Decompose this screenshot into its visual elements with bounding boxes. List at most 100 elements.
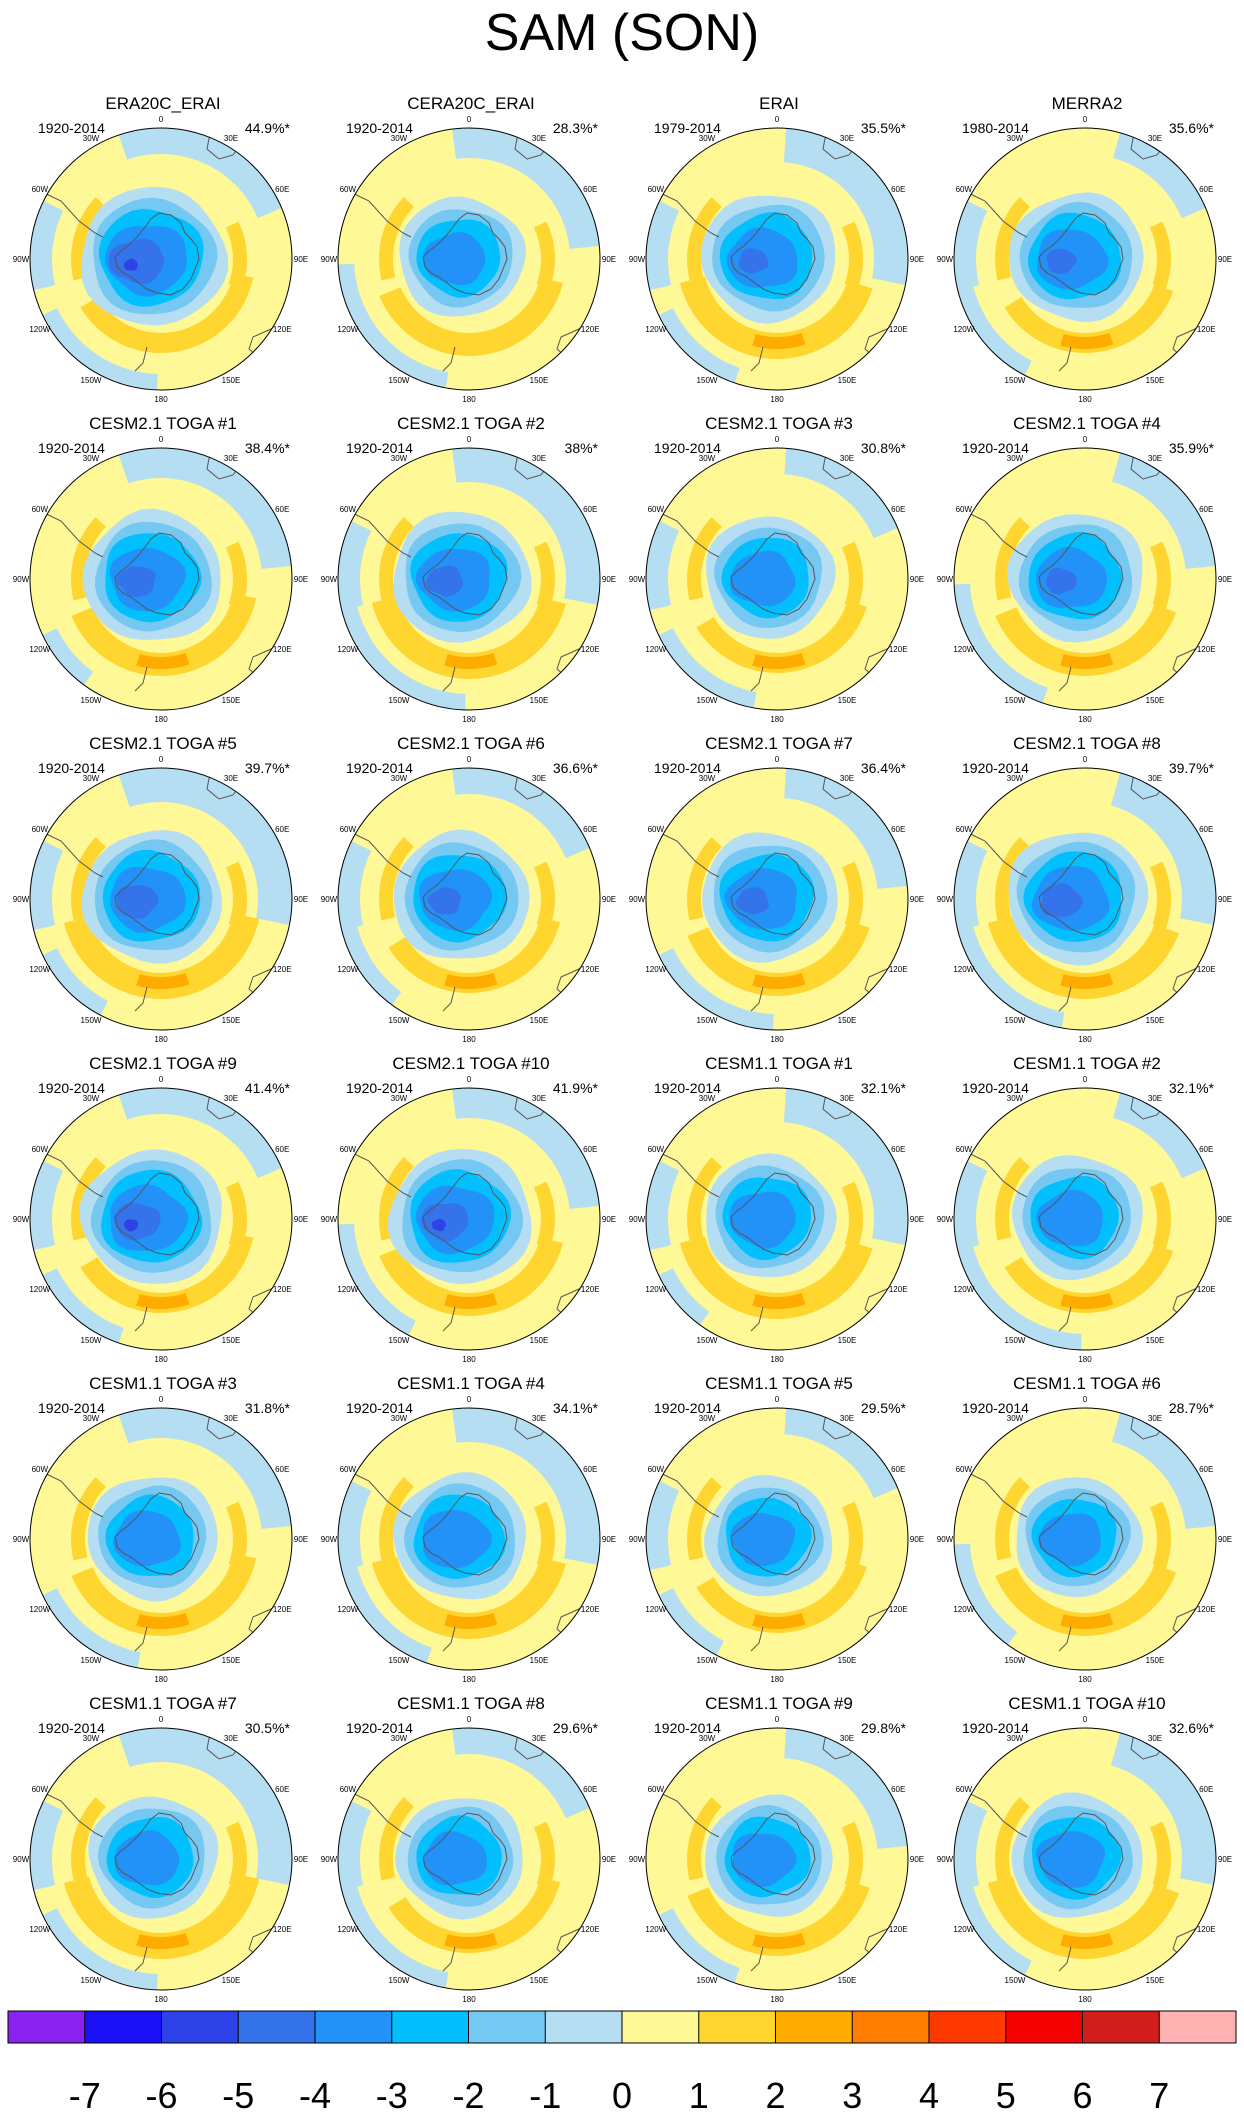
field-contour-pos2 [533,1501,555,1569]
longitude-label: 90E [910,575,924,584]
longitude-label: 30E [840,1414,854,1423]
field-contour-pos2 [995,1157,1030,1241]
field-contour-pos2 [371,1556,566,1639]
south-america-coastline [959,1468,1028,1518]
longitude-label: 0 [467,755,472,764]
longitude-label: 60E [583,185,597,194]
longitude-label: 60E [891,185,905,194]
longitude-label: 150W [389,1336,410,1345]
longitude-label: 30W [391,134,408,143]
longitude-label: 150E [530,376,549,385]
antarctica-coastline [730,1492,816,1576]
field-contour-neg1 [451,128,600,249]
field-contour-pos2 [225,541,247,609]
longitude-label: 0 [159,435,164,444]
field-contour-pos3 [1060,333,1114,349]
longitude-label: 90E [602,255,616,264]
south-america-coastline [343,828,412,878]
map-boundary [29,1727,293,1991]
longitude-label: 150W [81,1016,102,1025]
field-contour-neg1 [654,948,774,1030]
map-panel: CESM1.1 TOGA #6 1920-2014 28.7%* 0 30E 60E 90E… [937,1374,1232,1684]
longitude-label: 30W [699,774,716,783]
map-panel: CESM1.1 TOGA #2 1920-2014 32.1%* 0 30E 60E 90E… [937,1054,1232,1364]
longitude-label: 120E [1197,1605,1216,1614]
panel-explained-variance: 35.6%* [1168,120,1214,136]
field-contour-pos2 [379,277,563,357]
longitude-label: 180 [462,715,476,724]
panel-period: 1920-2014 [38,440,105,456]
longitude-label: 180 [770,1355,784,1364]
new-zealand-coastline [134,1306,148,1332]
field-contour-pos2 [71,593,257,676]
australia-coastline [864,316,908,364]
field-contour-neg1 [38,948,108,1019]
longitude-label: 90E [294,895,308,904]
longitude-label: 30W [699,134,716,143]
new-zealand-coastline [1058,1626,1072,1652]
longitude-label: 120E [889,645,908,654]
field-contour-neg1 [451,768,594,859]
longitude-label: 180 [154,395,168,404]
polar-map: 0 30E 60E 90E 120E 150E 180 150W 120W 90W 60W 30W [629,1715,924,2004]
field-contour-pos2 [1004,1244,1174,1313]
longitude-label: 150E [1146,376,1165,385]
panel-explained-variance: 28.3%* [552,120,598,136]
field-contour-pos2 [841,1501,863,1569]
longitude-label: 30W [699,454,716,463]
panel-title: CESM1.1 TOGA #3 [89,1374,237,1393]
panel-title: CESM2.1 TOGA #4 [1013,414,1161,433]
field-contour-pos2 [533,1821,555,1889]
panel-explained-variance: 29.5%* [860,1400,906,1416]
panel-title: CESM1.1 TOGA #2 [1013,1054,1161,1073]
field-contour-pos2 [1149,861,1171,929]
colorbar-tick-label: -3 [375,2075,408,2116]
longitude-label: 120W [645,1925,666,1934]
field-contour-neg1 [1110,1728,1216,1886]
longitude-label: 60E [275,1145,289,1154]
field-contour-pos3 [444,1933,498,1949]
antarctica-coastline [114,212,200,296]
longitude-label: 30W [1007,1414,1024,1423]
map-boundary [337,1727,601,1991]
longitude-label: 0 [467,1395,472,1404]
antarctica-coastline [114,1172,200,1256]
longitude-label: 150W [81,1656,102,1665]
longitude-label: 30E [532,774,546,783]
longitude-label: 120W [29,325,50,334]
panel-title: CESM2.1 TOGA #8 [1013,734,1161,753]
panel-period: 1920-2014 [654,440,721,456]
longitude-label: 150W [697,696,718,705]
longitude-label: 120W [337,1285,358,1294]
longitude-label: 150E [530,696,549,705]
colorbar-tick-label: -4 [298,2075,331,2116]
map-boundary [953,1727,1217,1991]
map-panel: CERA20C_ERAI 1920-2014 28.3%* 0 30E 60E 90E 120… [321,94,616,404]
longitude-label: 150W [389,1016,410,1025]
panel-title: CESM1.1 TOGA #8 [397,1694,545,1713]
australia-coastline [1172,1276,1216,1324]
longitude-label: 90E [1218,1215,1232,1224]
longitude-label: 150E [838,1976,857,1985]
field-contour-neg1 [954,1863,1032,1979]
panel-explained-variance: 38.4%* [244,440,290,456]
longitude-label: 90W [321,1855,338,1864]
longitude-label: 0 [1083,755,1088,764]
south-america-coastline [959,188,1028,238]
new-zealand-coastline [1058,346,1072,372]
field-contour-pos2 [1004,284,1174,353]
polar-map: 0 30E 60E 90E 120E 150E 180 150W 120W 90W 60W 30W [321,115,616,404]
antarctica-coastline [1038,1172,1124,1256]
field-contour-neg5 [116,566,156,597]
longitude-label: 180 [1078,1995,1092,2004]
south-america-coastline [35,188,104,238]
longitude-label: 120W [953,1925,974,1934]
field-contour-neg6 [123,1219,138,1232]
longitude-label: 90W [629,255,646,264]
longitude-label: 180 [462,1995,476,2004]
longitude-label: 120W [953,965,974,974]
polar-map: 0 30E 60E 90E 120E 150E 180 150W 120W 90W 60W 30W [937,1075,1232,1364]
panel-title: ERAI [759,94,799,113]
field-contour-pos2 [379,837,414,921]
antarctica-coastline [1038,532,1124,616]
